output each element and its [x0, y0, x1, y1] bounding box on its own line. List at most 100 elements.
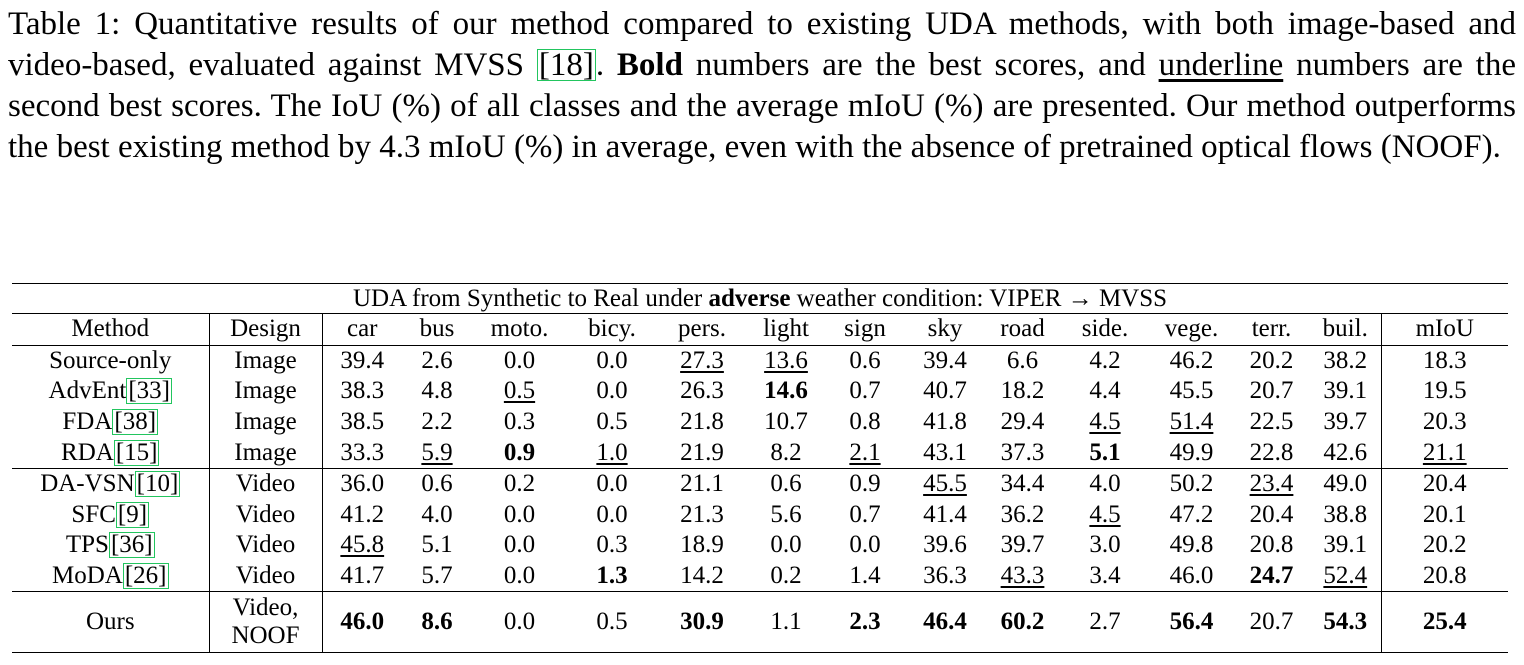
table-cell: 5.1 [421, 531, 453, 559]
table-row: DA-VSN[10] Video 36.0 0.6 0.2 0.0 21.1 0.6 0.9 45… [12, 467, 1509, 500]
method-name-cell: DA-VSN[10] [12, 467, 209, 500]
results-table-container: UDA from Synthetic to Real under adverse… [12, 283, 1509, 654]
table-cell: 38.5 [321, 406, 402, 438]
column-header: car [321, 313, 402, 346]
table-cell: 21.9 [680, 438, 724, 466]
table-cell: 20.8 [1249, 531, 1294, 559]
table-cell: 40.7 [923, 377, 967, 405]
method-name-cell: SFC[9] [71, 500, 150, 528]
table-cell: 27.3 [680, 346, 724, 374]
table-cell: 54.3 [1310, 591, 1381, 654]
table-cell: 0.2 [472, 467, 567, 500]
citation-link[interactable]: [33] [126, 377, 172, 405]
column-header: mIoU [1380, 313, 1509, 346]
table-cell: 2.7 [1060, 591, 1150, 654]
column-header: road [985, 313, 1060, 346]
column-header: Design [208, 313, 322, 346]
table-cell: 39.4 [923, 346, 967, 374]
table-cell: 0.0 [596, 377, 628, 405]
table-cell: 4.5 [1089, 500, 1121, 528]
design-cell: Video [208, 499, 322, 531]
table-cell: 3.0 [1089, 531, 1121, 559]
table-cell: 36.2 [1000, 500, 1045, 528]
table-row: AdvEnt[33] Image 38.3 4.8 0.5 0.0 26.3 14.6 0.7 4… [12, 376, 1509, 407]
citation-link[interactable]: [36] [108, 531, 155, 559]
table-cell: 20.2 [1380, 530, 1509, 561]
citation-link[interactable]: [18] [536, 47, 596, 83]
column-header: buil. [1310, 313, 1381, 346]
table-cell: 0.0 [567, 467, 657, 500]
table-cell: 43.3 [1000, 562, 1045, 590]
table-row: MoDA[26] Video 41.7 5.7 0.0 1.3 14.2 0.2 1.4 36.3… [12, 560, 1509, 592]
column-header: bus [402, 313, 472, 346]
table-cell: 4.5 [1089, 408, 1121, 436]
table-cell: 38.3 [321, 376, 402, 407]
table-cell: 20.8 [1380, 560, 1509, 592]
citation-link[interactable]: [10] [134, 470, 181, 498]
design-cell: Video [208, 530, 322, 561]
table-cell: 4.2 [1089, 346, 1121, 374]
column-header: side. [1060, 313, 1150, 346]
table-row: SFC[9] Video 41.2 4.0 0.0 0.0 21.3 5.6 0.7 41.4 36… [12, 499, 1509, 531]
column-header: light [747, 313, 825, 346]
method-name-cell: FDA[38] [62, 408, 159, 436]
table-cell: 23.4 [1233, 467, 1310, 500]
table-cell: 47.2 [1169, 500, 1214, 528]
table-cell: 56.4 [1150, 591, 1233, 654]
design-cell: Image [208, 437, 322, 469]
design-cell: Image [208, 376, 322, 407]
table-cell: 0.7 [849, 500, 881, 528]
table-cell: 0.0 [849, 531, 881, 559]
table-cell: 10.7 [764, 408, 808, 436]
method-name-cell: AdvEnt[33] [48, 377, 172, 405]
column-header: vege. [1150, 313, 1233, 346]
table-cell: 4.0 [421, 500, 453, 528]
table-cell: 38.2 [1323, 346, 1368, 374]
table-cell: 21.3 [680, 500, 724, 528]
table-cell: 0.0 [472, 591, 567, 654]
citation-link[interactable]: [15] [113, 438, 160, 466]
table-cell: 21.1 [1380, 437, 1509, 469]
table-cell: 45.5 [905, 467, 985, 500]
table-row: RDA[15] Image 33.3 5.9 0.9 1.0 21.9 8.2 2.1 43.1 3… [12, 437, 1509, 469]
table-cell: 2.6 [421, 346, 453, 374]
table-cell: 46.2 [1169, 346, 1214, 374]
citation-link[interactable]: [26] [122, 562, 169, 590]
method-name-cell: Ours [12, 591, 209, 654]
table-cell: 4.8 [421, 377, 453, 405]
table-cell: 24.7 [1249, 562, 1294, 590]
column-header: Method [12, 313, 209, 346]
table-cell: 26.3 [680, 377, 724, 405]
column-header: pers. [657, 313, 747, 346]
table-cell: 1.4 [849, 562, 881, 590]
table-cell: 14.6 [764, 377, 808, 405]
table-cell: 20.4 [1380, 467, 1509, 500]
table-cell: 39.6 [923, 531, 967, 559]
table-cell: 45.5 [1169, 377, 1214, 405]
column-header: bicy. [567, 313, 657, 346]
caption-bold-word: Bold [616, 47, 683, 83]
table-cell: 0.9 [503, 438, 536, 466]
table-cell: 13.6 [764, 346, 808, 374]
table-cell: 20.2 [1249, 346, 1294, 374]
table-cell: 0.9 [825, 467, 905, 500]
table-cell: 0.5 [567, 591, 657, 654]
table-cell: 39.1 [1323, 377, 1368, 405]
table-cell: 1.0 [596, 438, 628, 466]
table-cell: 36.0 [321, 467, 402, 500]
table-cell: 3.4 [1089, 562, 1121, 590]
column-header: sky [905, 313, 985, 346]
table-cell: 46.0 [321, 591, 402, 654]
table-cell: 0.0 [596, 500, 628, 528]
table-cell: 1.3 [596, 562, 628, 590]
table-cell: 5.9 [421, 438, 453, 466]
table-cell: 0.5 [503, 377, 536, 405]
table-cell: 8.2 [770, 438, 802, 466]
column-header: terr. [1233, 313, 1310, 346]
table-cell: 21.1 [657, 467, 747, 500]
table-row-ours: Ours Video, NOOF 46.0 8.6 0.0 0.5 30.9 1.1 2.3 46.… [12, 591, 1509, 654]
table-cell: 2.3 [825, 591, 905, 654]
citation-link[interactable]: [38] [112, 408, 159, 436]
citation-link[interactable]: [9] [115, 500, 150, 528]
table-cell: 0.6 [849, 346, 881, 374]
